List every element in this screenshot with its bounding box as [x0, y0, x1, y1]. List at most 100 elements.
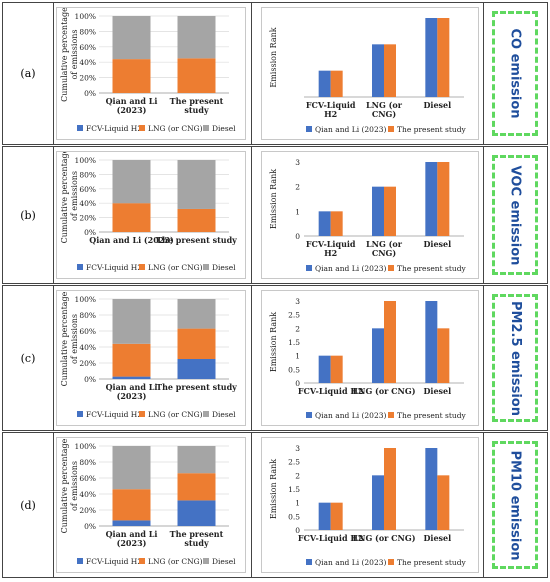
legend-swatch — [388, 265, 394, 271]
y-axis-label: of emissions — [70, 314, 79, 364]
legend-swatch — [388, 412, 394, 418]
bar-fcv — [112, 376, 151, 379]
legend-swatch — [77, 411, 83, 417]
x-tick-label: The present study — [156, 382, 237, 392]
rank-chart-b: Emission Rank 0 1 2 3 FCV-Liquid H2 LNG (or CNG)… — [261, 151, 479, 279]
bar-present — [384, 301, 396, 383]
y-axis-label: Cumulative percentage — [60, 438, 69, 533]
row-label: (b) — [3, 147, 54, 283]
legend-label: Diesel — [212, 124, 236, 133]
legend-label: Diesel — [212, 263, 236, 272]
y-tick-label: 0% — [84, 228, 96, 237]
x-tick-label: Diesel — [423, 100, 451, 110]
y-tick-label: 1 — [295, 352, 300, 361]
divider — [483, 147, 484, 283]
rank-chart-d: Emission Rank 0 0.5 1 1.5 2 2.5 3 FCV-Liquid H2 L… — [261, 437, 479, 573]
y-tick-label: 60% — [79, 327, 96, 336]
legend-label: LNG (or CNG) — [148, 263, 203, 272]
y-tick-label: 1.5 — [288, 338, 300, 347]
emission-label-box: PM2.5 emission — [492, 294, 538, 422]
x-tick-label: Qian and Li — [106, 529, 158, 539]
bar-present — [437, 475, 450, 530]
x-tick-label: FCV-Liquid H2 — [298, 533, 364, 543]
stack-chart-a: Cumulative percentage of emissions 0% 20% 40… — [56, 7, 246, 140]
x-tick-label: The present — [170, 529, 224, 539]
x-tick-label: Qian and Li — [106, 96, 158, 106]
x-tick-label: study — [184, 105, 209, 115]
y-tick-label: 20% — [79, 74, 96, 83]
legend-label: The present study — [397, 411, 466, 420]
bar-lng — [177, 328, 216, 359]
emission-label: VOC emission — [507, 165, 523, 265]
x-tick-label: LNG (or CNG) — [353, 386, 416, 396]
legend-swatch — [139, 264, 145, 270]
bar-present — [437, 328, 450, 383]
y-axis-label: Cumulative percentage — [60, 152, 69, 243]
bar-fcv — [177, 359, 216, 379]
y-tick-label: 80% — [79, 27, 96, 36]
x-tick-label: Diesel — [423, 386, 451, 396]
y-tick-label: 100% — [75, 156, 96, 165]
legend-label: FCV-Liquid H2 — [86, 410, 142, 419]
bar-present — [384, 44, 396, 97]
legend-label: LNG (or CNG) — [148, 124, 203, 133]
y-axis-label: Cumulative percentage — [60, 8, 69, 102]
y-tick-label: 20% — [79, 506, 96, 515]
legend-label: The present study — [397, 264, 466, 273]
bar-fcv — [177, 500, 216, 526]
rank-chart-svg: Emission Rank 0 0.5 1 1.5 2 2.5 3 FCV-Liquid H2L… — [269, 297, 466, 420]
x-tick-label: Diesel — [423, 533, 451, 543]
bar-qian — [425, 301, 438, 383]
bar-present — [437, 162, 450, 236]
x-tick-label: FCV-Liquid — [306, 100, 356, 110]
stack-chart-svg: Cumulative percentage of emissions 0% 20% 40… — [60, 438, 236, 566]
divider — [483, 286, 484, 430]
legend-label: Diesel — [212, 410, 236, 419]
legend-label: Qian and Li (2023) — [315, 264, 386, 273]
legend-label: LNG (or CNG) — [148, 410, 203, 419]
y-tick-label: 20% — [79, 214, 96, 223]
y-tick-label: 0% — [84, 375, 96, 384]
x-tick-label: Diesel — [423, 239, 451, 249]
divider — [251, 3, 252, 144]
row-b: (b) Cumulative percentage of emissions 0% 2… — [2, 146, 548, 284]
bar-lng — [177, 208, 216, 232]
stack-chart-b: Cumulative percentage of emissions 0% 20% 40… — [56, 148, 246, 279]
x-tick-label: FCV-Liquid — [306, 239, 356, 249]
x-tick-label: The present — [170, 96, 224, 106]
legend-swatch — [306, 412, 312, 418]
legend-swatch — [388, 126, 394, 132]
legend-swatch — [203, 411, 209, 417]
row-label: (c) — [3, 286, 54, 430]
bar-qian — [318, 502, 331, 530]
bar-diesel — [177, 160, 216, 209]
x-tick-label: The present study — [156, 235, 237, 245]
row-label: (d) — [3, 433, 54, 577]
bar-present — [330, 355, 343, 383]
bar-diesel — [177, 299, 216, 329]
bar-diesel — [112, 160, 151, 204]
y-tick-label: 0 — [295, 232, 300, 241]
x-tick-label: Qian and Li (2023) — [89, 235, 174, 245]
bar-present — [384, 448, 396, 530]
bar-present — [330, 211, 343, 236]
bar-qian — [372, 475, 384, 530]
bar-lng — [177, 58, 216, 93]
bar-present — [330, 70, 343, 97]
y-tick-label: 2.5 — [288, 458, 300, 467]
y-tick-label: 0% — [84, 522, 96, 531]
y-tick-label: 0.5 — [288, 512, 300, 521]
y-axis-label: of emissions — [70, 29, 79, 79]
y-axis-label: of emissions — [70, 461, 79, 511]
rank-chart-c: Emission Rank 0 0.5 1 1.5 2 2.5 3 FCV-Liquid H2 L… — [261, 290, 479, 426]
y-tick-label: 0% — [84, 89, 96, 98]
bar-lng — [112, 203, 151, 232]
x-tick-label: (2023) — [117, 391, 147, 401]
y-axis-label: Emission Rank — [269, 459, 278, 519]
y-tick-label: 60% — [79, 474, 96, 483]
emission-label: CO emission — [507, 28, 523, 119]
bar-fcv — [112, 520, 151, 526]
legend-swatch — [203, 264, 209, 270]
y-tick-label: 1.5 — [288, 485, 300, 494]
